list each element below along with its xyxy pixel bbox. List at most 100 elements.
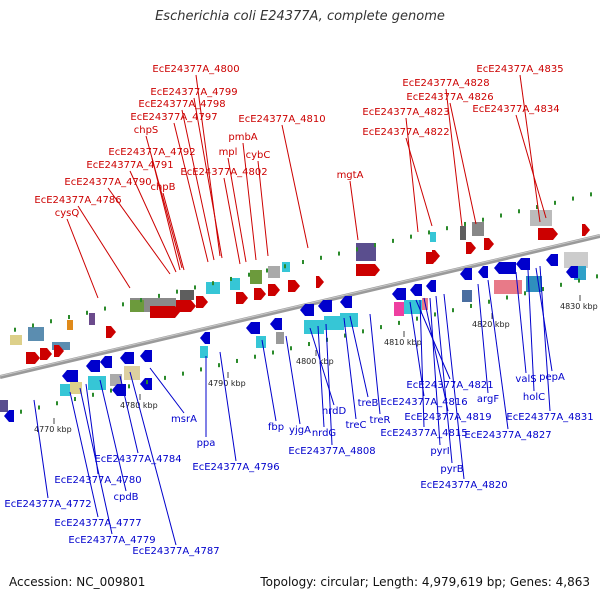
gene-label-forward[interactable]: EcE24377A_4790 (64, 177, 151, 188)
gene-label-reverse[interactable]: pepA (539, 372, 565, 383)
gene-label-reverse[interactable]: nrdG (312, 428, 336, 439)
gene-label-reverse[interactable]: EcE24377A_4819 (404, 412, 491, 423)
gene-arrow[interactable] (268, 284, 280, 296)
gene-feature[interactable] (530, 210, 552, 226)
gene-label-reverse[interactable]: EcE24377A_4796 (192, 462, 279, 473)
gene-feature[interactable] (180, 290, 194, 300)
gene-label-forward[interactable]: EcE24377A_4792 (108, 147, 195, 158)
gene-label-forward[interactable]: EcE24377A_4828 (402, 78, 489, 89)
gene-feature[interactable] (124, 366, 140, 380)
gene-feature[interactable] (394, 302, 404, 316)
gene-label-reverse[interactable]: msrA (171, 414, 197, 425)
gene-label-reverse[interactable]: EcE24377A_4827 (464, 430, 551, 441)
gene-feature[interactable] (472, 222, 484, 236)
gene-arrow[interactable] (196, 296, 208, 308)
gene-arrow[interactable] (254, 288, 266, 300)
gene-feature[interactable] (276, 332, 284, 344)
gene-arrow[interactable] (426, 280, 436, 292)
gene-arrow[interactable] (546, 254, 558, 266)
gene-label-forward[interactable]: pmbA (228, 132, 257, 143)
gene-label-reverse[interactable]: EcE24377A_4784 (94, 454, 181, 465)
gene-arrow[interactable] (200, 332, 210, 344)
gene-label-forward[interactable]: chpB (150, 182, 175, 193)
gene-label-forward[interactable]: cybC (246, 150, 271, 161)
gene-feature[interactable] (88, 376, 106, 390)
gene-arrow[interactable] (582, 224, 590, 236)
gene-label-forward[interactable]: EcE24377A_4826 (406, 92, 493, 103)
gene-label-reverse[interactable]: fbp (268, 422, 284, 433)
gene-feature[interactable] (0, 400, 8, 412)
gene-label-reverse[interactable]: EcE24377A_4787 (132, 546, 219, 557)
gene-label-forward[interactable]: EcE24377A_4822 (362, 127, 449, 138)
gene-arrow[interactable] (392, 288, 406, 300)
gene-feature[interactable] (130, 300, 144, 312)
gene-label-forward[interactable]: EcE24377A_4798 (138, 99, 225, 110)
gene-label-forward[interactable]: mgtA (337, 170, 364, 181)
gene-label-forward[interactable]: EcE24377A_4834 (472, 104, 559, 115)
gene-feature[interactable] (70, 382, 82, 394)
gene-label-reverse[interactable]: EcE24377A_4808 (288, 446, 375, 457)
gene-arrow[interactable] (356, 264, 380, 276)
gene-label-forward[interactable]: EcE24377A_4786 (34, 195, 121, 206)
gene-arrow[interactable] (54, 345, 64, 357)
gene-label-reverse[interactable]: EcE24377A_4777 (54, 518, 141, 529)
gene-feature[interactable] (10, 335, 22, 345)
gene-label-forward[interactable]: EcE24377A_4810 (238, 114, 325, 125)
gene-feature[interactable] (340, 313, 358, 327)
gene-label-forward[interactable]: chpS (134, 125, 159, 136)
gene-arrow[interactable] (150, 306, 180, 318)
gene-feature[interactable] (256, 336, 266, 348)
gene-arrow[interactable] (106, 326, 116, 338)
gene-arrow[interactable] (86, 360, 100, 372)
gene-label-reverse[interactable]: argF (477, 394, 499, 405)
gene-arrow[interactable] (516, 258, 530, 270)
gene-label-reverse[interactable]: treR (370, 415, 391, 426)
gene-arrow[interactable] (494, 262, 516, 274)
gene-arrow[interactable] (460, 268, 472, 280)
gene-arrow[interactable] (288, 280, 300, 292)
gene-arrow[interactable] (140, 350, 152, 362)
gene-feature[interactable] (52, 342, 70, 350)
gene-label-reverse[interactable]: yjgA (289, 425, 311, 436)
gene-label-reverse[interactable]: EcE24377A_4831 (506, 412, 593, 423)
gene-label-reverse[interactable]: EcE24377A_4820 (420, 480, 507, 491)
gene-feature[interactable] (89, 313, 95, 325)
gene-arrow[interactable] (236, 292, 248, 304)
gene-arrow[interactable] (318, 300, 332, 312)
gene-arrow[interactable] (62, 370, 78, 382)
gene-arrow[interactable] (466, 242, 476, 254)
gene-label-reverse[interactable]: valS (515, 374, 536, 385)
gene-feature[interactable] (250, 270, 262, 284)
gene-arrow[interactable] (270, 318, 282, 330)
gene-feature[interactable] (564, 252, 588, 268)
gene-label-forward[interactable]: EcE24377A_4797 (130, 112, 217, 123)
gene-feature[interactable] (28, 327, 44, 341)
gene-arrow[interactable] (40, 348, 52, 360)
gene-arrow[interactable] (432, 250, 440, 262)
gene-feature[interactable] (324, 316, 344, 330)
gene-feature[interactable] (430, 232, 436, 242)
gene-label-reverse[interactable]: EcE24377A_4779 (68, 535, 155, 546)
gene-label-forward[interactable]: EcE24377A_4800 (152, 64, 239, 75)
gene-label-reverse[interactable]: pyrI (430, 446, 449, 457)
gene-arrow[interactable] (300, 304, 314, 316)
gene-arrow[interactable] (316, 276, 324, 288)
gene-label-forward[interactable]: EcE24377A_4823 (362, 107, 449, 118)
gene-feature[interactable] (460, 226, 466, 240)
gene-feature[interactable] (494, 280, 522, 294)
gene-label-forward[interactable]: EcE24377A_4835 (476, 64, 563, 75)
gene-arrow[interactable] (538, 228, 558, 240)
gene-label-forward[interactable]: EcE24377A_4791 (86, 160, 173, 171)
gene-feature[interactable] (462, 290, 472, 302)
gene-feature[interactable] (67, 320, 73, 330)
gene-arrow[interactable] (4, 410, 14, 422)
gene-arrow[interactable] (176, 300, 196, 312)
gene-label-forward[interactable]: mpl (219, 147, 238, 158)
gene-label-forward[interactable]: cysQ (55, 208, 80, 219)
gene-label-reverse[interactable]: EcE24377A_4772 (4, 499, 91, 510)
gene-feature[interactable] (356, 243, 376, 261)
gene-label-reverse[interactable]: pyrB (440, 464, 463, 475)
gene-arrow[interactable] (100, 356, 112, 368)
gene-arrow[interactable] (246, 322, 260, 334)
gene-label-reverse[interactable]: EcE24377A_4780 (54, 475, 141, 486)
